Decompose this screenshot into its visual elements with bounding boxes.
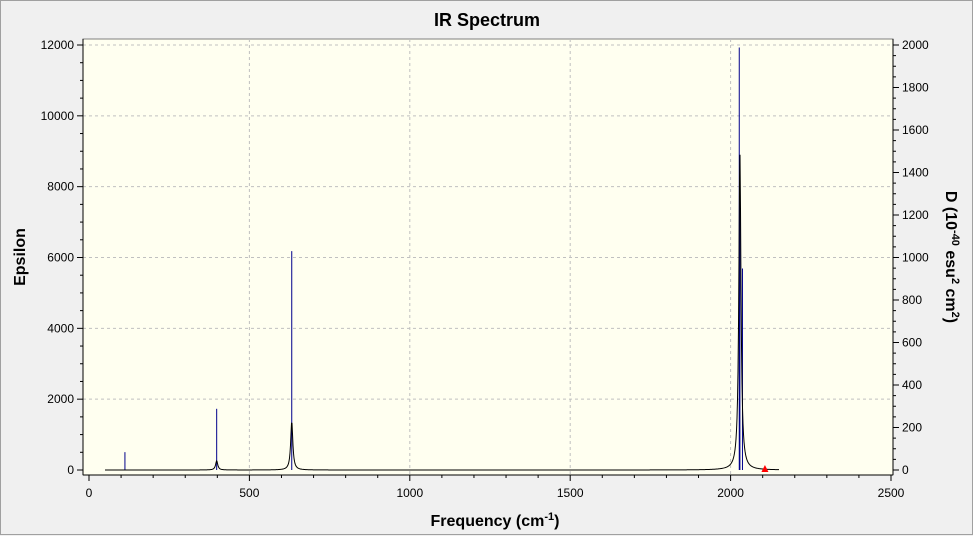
y2-tick-label: 400 bbox=[902, 378, 922, 392]
y2-tick-label: 1000 bbox=[902, 251, 929, 265]
y2-tick-label: 1800 bbox=[902, 81, 929, 95]
chart-title: IR Spectrum bbox=[434, 10, 540, 30]
y-axis-left: 0 2000 4000 6000 8000 10000 12000 bbox=[41, 38, 84, 477]
y2-axis-label: D (10-40 esu2 cm2) bbox=[942, 191, 961, 323]
y2-tick-label: 2000 bbox=[902, 38, 929, 52]
spectrum-line bbox=[105, 154, 780, 471]
y2-label-part-3: 2 bbox=[949, 278, 961, 284]
x-axis-label: Frequency (cm-1) bbox=[431, 511, 560, 530]
y-tick-label: 4000 bbox=[47, 321, 74, 335]
x-axis: 0 500 1000 1500 2000 2500 bbox=[83, 474, 905, 500]
y2-tick-label: 1400 bbox=[902, 166, 929, 180]
x-tick-label: 1000 bbox=[396, 486, 423, 500]
y-axis-label: Epsilon bbox=[12, 228, 29, 286]
y2-label-part-1: -40 bbox=[949, 230, 961, 246]
x-tick-label: 2500 bbox=[878, 486, 905, 500]
y2-tick-label: 1200 bbox=[902, 208, 929, 222]
y2-tick-label: 600 bbox=[902, 336, 922, 350]
y2-label-part-4: cm bbox=[942, 284, 959, 312]
peak-marker bbox=[761, 465, 769, 472]
x-tick-label: 500 bbox=[239, 486, 259, 500]
grid-lines bbox=[83, 39, 893, 475]
y-tick-label: 2000 bbox=[47, 392, 74, 406]
marker-group bbox=[761, 465, 769, 472]
x-axis-label-tail: ) bbox=[554, 513, 559, 530]
y2-tick-label: 0 bbox=[902, 463, 909, 477]
y-tick-label: 8000 bbox=[47, 180, 74, 194]
y2-label-part-0: D (10 bbox=[942, 191, 959, 230]
y2-label-part-5: 2 bbox=[949, 312, 961, 318]
y-tick-label: 12000 bbox=[41, 38, 75, 52]
y-tick-label: 6000 bbox=[47, 251, 74, 265]
x-tick-label: 1500 bbox=[557, 486, 584, 500]
x-axis-label-main: Frequency (cm bbox=[431, 513, 545, 530]
y-axis-right: 0 200 400 600 800 1000 1200 1400 1600 1800 2000 bbox=[892, 38, 929, 477]
y2-label-part-6: ) bbox=[942, 318, 959, 323]
x-tick-label: 2000 bbox=[717, 486, 744, 500]
y2-tick-label: 800 bbox=[902, 293, 922, 307]
y2-tick-label: 200 bbox=[902, 421, 922, 435]
y2-tick-label: 1600 bbox=[902, 123, 929, 137]
y-tick-label: 10000 bbox=[41, 109, 75, 123]
y2-label-part-2: esu bbox=[942, 246, 959, 278]
x-tick-label: 0 bbox=[86, 486, 93, 500]
x-axis-label-sup: -1 bbox=[544, 511, 554, 523]
y-tick-label: 0 bbox=[67, 463, 74, 477]
